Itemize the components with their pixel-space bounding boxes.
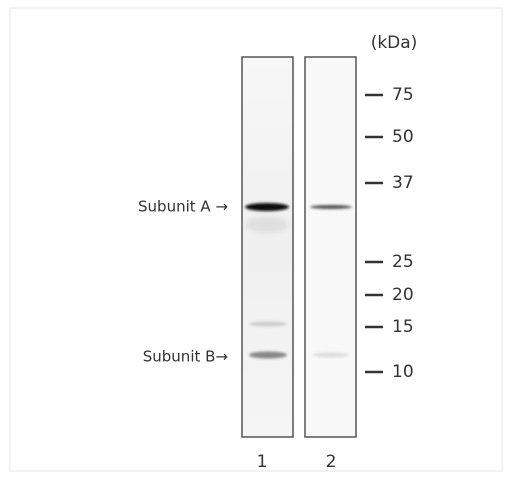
lane-1 bbox=[242, 57, 293, 437]
lane-label: 2 bbox=[326, 452, 337, 472]
band bbox=[245, 203, 289, 211]
marker-label: 50 bbox=[392, 127, 414, 147]
marker-label: 37 bbox=[392, 173, 414, 193]
band-label: Subunit A → bbox=[138, 198, 228, 216]
marker-label: 10 bbox=[392, 362, 414, 382]
marker-label: 25 bbox=[392, 252, 414, 272]
marker-label: 20 bbox=[392, 285, 414, 305]
lane-label: 1 bbox=[257, 452, 268, 472]
band bbox=[249, 352, 287, 359]
band bbox=[249, 322, 287, 327]
smear bbox=[245, 217, 289, 233]
unit-label: (kDa) bbox=[371, 33, 418, 53]
marker-label: 75 bbox=[392, 85, 414, 105]
band bbox=[310, 205, 352, 209]
blot-figure: (kDa) Subunit A → Subunit B→ 1 2 75 50 37 2… bbox=[0, 0, 510, 479]
marker-label: 15 bbox=[392, 317, 414, 337]
band bbox=[313, 353, 349, 358]
band-label: Subunit B→ bbox=[143, 348, 228, 366]
lane-2 bbox=[305, 57, 356, 437]
